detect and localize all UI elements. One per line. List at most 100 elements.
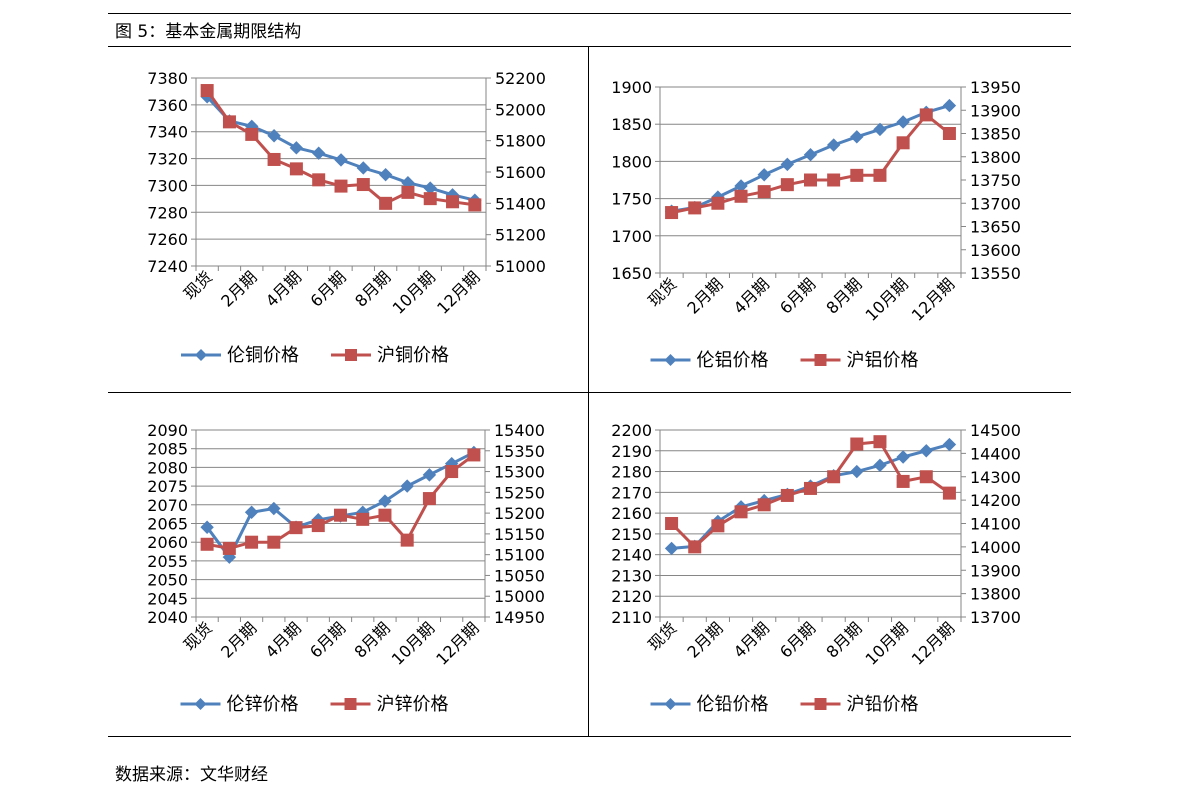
x-tick-label: 4月期 [730, 274, 773, 317]
y-left-tick-label: 2050 [147, 571, 188, 590]
data-point [401, 185, 415, 199]
data-point [896, 450, 910, 464]
data-point [804, 173, 817, 187]
data-point [780, 178, 794, 192]
y-left-tick-label: 2055 [147, 552, 188, 571]
y-left-tick-label: 2045 [147, 589, 188, 608]
x-tick-label: 6月期 [776, 618, 819, 661]
data-point [850, 437, 864, 451]
data-point [780, 488, 794, 502]
legend-label: 伦铜价格 [227, 345, 299, 366]
data-point [919, 444, 933, 458]
y-right-tick-label: 51200 [495, 226, 546, 245]
y-right-tick-label: 51000 [495, 257, 546, 276]
y-right-tick-label: 52000 [495, 100, 546, 119]
legend-marker [814, 698, 827, 710]
y-right-tick-label: 51800 [495, 132, 546, 151]
data-point [688, 540, 702, 554]
chart-copper: 7240 7260 7280 7300 7320 7340 7360 7380 51000 512… [147, 69, 546, 366]
y-right-tick-label: 15350 [494, 442, 545, 461]
chart-panel-copper: 7240 7260 7280 7300 7320 7340 7360 7380 51000 512… [110, 50, 580, 392]
x-tick-label: 12月期 [908, 274, 958, 324]
y-left-tick-label: 1900 [611, 78, 652, 97]
data-point [827, 173, 841, 187]
y-right-tick-label: 13900 [970, 561, 1021, 580]
legend-label: 沪铅价格 [847, 694, 919, 715]
x-tick-label: 4月期 [262, 267, 305, 310]
y-left-tick-label: 1750 [611, 190, 652, 209]
data-point [850, 168, 864, 182]
chart-panel-zinc: 2040 2045 2050 2055 2060 2065 2070 2075 2080 2085… [110, 396, 580, 738]
data-point [445, 465, 459, 479]
y-right-tick-label: 15300 [494, 463, 545, 482]
y-left-tick-label: 2060 [147, 533, 188, 552]
y-left-tick-label: 2170 [611, 483, 652, 502]
y-left-tick-label: 7380 [147, 69, 188, 88]
data-point [400, 479, 414, 493]
y-left-tick-label: 2110 [611, 608, 652, 627]
data-point [850, 464, 864, 479]
data-point [734, 189, 748, 203]
x-tick-label: 6月期 [776, 274, 819, 317]
series-line [671, 443, 950, 550]
data-point [942, 98, 957, 113]
y-right-tick-label: 52200 [495, 69, 546, 88]
y-left-tick-label: 2085 [147, 440, 188, 459]
data-point [757, 168, 771, 182]
y-right-tick-label: 14100 [970, 515, 1021, 534]
data-point [267, 501, 281, 516]
divider-top [108, 13, 1071, 14]
data-point [334, 179, 348, 193]
data-point [289, 141, 304, 155]
data-point [245, 127, 259, 141]
x-tick-label: 8月期 [822, 618, 865, 661]
x-tick-label: 10月期 [861, 274, 911, 324]
y-left-tick-label: 2040 [147, 608, 188, 627]
y-left-tick-label: 2130 [611, 566, 652, 585]
y-left-tick-label: 7280 [147, 203, 188, 222]
legend-label: 伦铅价格 [697, 694, 769, 715]
y-left-tick-label: 2090 [147, 421, 188, 440]
data-point [467, 448, 481, 462]
legend-marker [195, 349, 207, 361]
y-right-tick-label: 51400 [495, 194, 546, 213]
x-tick-label: 12月期 [908, 618, 958, 668]
data-point [200, 537, 214, 551]
y-right-tick-label: 13550 [970, 264, 1021, 283]
y-right-tick-label: 13950 [970, 78, 1021, 97]
y-right-tick-label: 13700 [970, 608, 1021, 627]
figure-title: 图 5：基本金属期限结构 [115, 22, 302, 42]
data-point [356, 161, 371, 175]
y-left-tick-label: 2080 [147, 458, 188, 477]
y-right-tick-label: 13800 [970, 585, 1021, 604]
legend-label: 沪铝价格 [847, 350, 919, 371]
legend-label: 沪铜价格 [377, 345, 449, 366]
data-point [711, 196, 725, 210]
y-left-tick-label: 1850 [611, 115, 652, 134]
y-right-tick-label: 13600 [970, 241, 1021, 260]
y-right-tick-label: 14300 [970, 468, 1021, 487]
x-tick-label: 4月期 [262, 618, 305, 661]
y-right-tick-label: 15100 [494, 546, 545, 565]
y-left-tick-label: 2070 [147, 496, 188, 515]
y-right-tick-label: 15150 [494, 525, 545, 544]
x-tick-label: 2月期 [217, 267, 260, 310]
data-point [896, 115, 910, 129]
data-point [873, 435, 887, 449]
legend-label: 沪锌价格 [377, 694, 449, 715]
data-point [873, 168, 887, 182]
data-point [873, 122, 887, 137]
x-tick-label: 10月期 [861, 618, 911, 668]
y-left-tick-label: 2065 [147, 515, 188, 534]
data-point [267, 129, 281, 143]
x-tick-label: 6月期 [306, 618, 349, 661]
legend-marker [664, 354, 677, 366]
y-left-tick-label: 2200 [611, 421, 652, 440]
x-tick-label: 10月期 [389, 267, 439, 317]
data-point [311, 519, 325, 533]
data-point [267, 535, 281, 549]
data-point [245, 535, 259, 549]
data-point [942, 486, 956, 500]
data-point [244, 505, 259, 519]
y-left-tick-label: 7300 [147, 176, 188, 195]
